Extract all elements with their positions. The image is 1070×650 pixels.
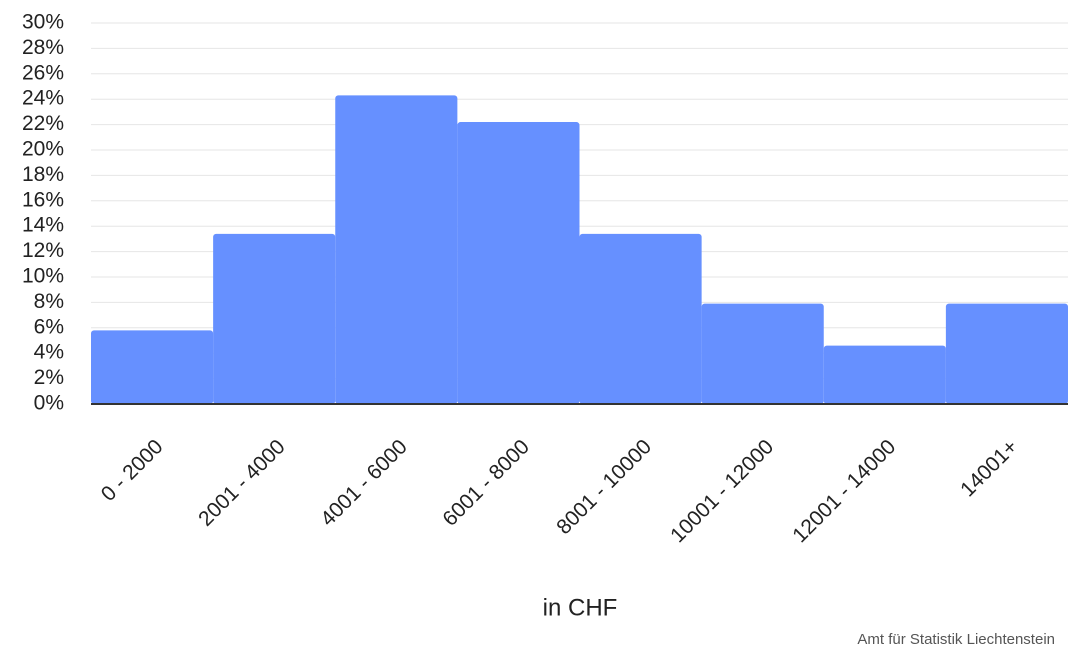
y-tick-label: 4%: [34, 341, 64, 364]
bar: [823, 345, 946, 404]
x-tick-label: 8001 - 10000: [552, 435, 656, 539]
bar: [945, 303, 1068, 404]
bar: [457, 122, 580, 404]
x-tick-label: 0 - 2000: [97, 435, 168, 506]
y-tick-label: 18%: [22, 163, 64, 186]
x-tick-label: 2001 - 4000: [194, 435, 290, 531]
x-tick-label: 14001+: [956, 435, 1022, 501]
x-tick-label: 6001 - 8000: [438, 435, 534, 531]
y-tick-label: 26%: [22, 61, 64, 84]
y-tick-label: 14%: [22, 214, 64, 237]
y-tick-label: 6%: [34, 315, 64, 338]
bar: [91, 330, 214, 404]
x-tick-label: 10001 - 12000: [666, 435, 778, 547]
x-tick-label: 12001 - 14000: [788, 435, 900, 547]
bar: [213, 233, 336, 404]
x-tick-label: 4001 - 6000: [316, 435, 412, 531]
y-tick-label: 12%: [22, 239, 64, 262]
y-tick-label: 2%: [34, 366, 64, 389]
y-tick-label: 22%: [22, 112, 64, 135]
y-tick-label: 8%: [34, 290, 64, 313]
y-tick-label: 28%: [22, 36, 64, 59]
bar: [579, 233, 702, 404]
y-tick-label: 24%: [22, 87, 64, 110]
bar: [335, 95, 458, 404]
y-tick-label: 10%: [22, 265, 64, 288]
y-tick-label: 0%: [34, 392, 64, 415]
y-tick-label: 20%: [22, 138, 64, 161]
source: Amt für Statistik Liechtenstein: [857, 631, 1055, 648]
x-axis-label: in CHF: [543, 594, 618, 621]
y-tick-label: 30%: [22, 11, 64, 34]
y-tick-label: 16%: [22, 188, 64, 211]
bar: [701, 303, 824, 404]
